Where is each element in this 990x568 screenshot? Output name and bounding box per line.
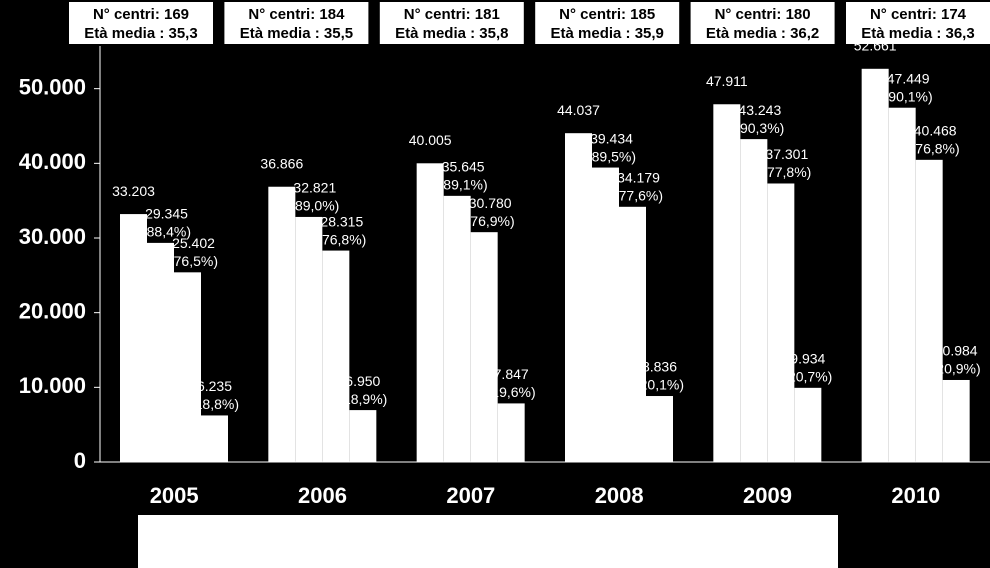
info-text: N° centri: 181 xyxy=(404,6,500,23)
share-label: (77,8%) xyxy=(762,164,811,180)
share-label: (76,8%) xyxy=(317,231,366,247)
data-label: 30.780 xyxy=(469,195,512,211)
bar xyxy=(592,167,619,463)
bar xyxy=(322,250,350,462)
data-label: 25.402 xyxy=(172,235,215,251)
y-tick-label: 10.000 xyxy=(19,373,86,398)
info-text: N° centri: 184 xyxy=(248,6,345,23)
bar xyxy=(565,133,592,462)
info-text: N° centri: 185 xyxy=(559,6,655,23)
data-label: 6.950 xyxy=(345,373,380,389)
info-text: N° centri: 174 xyxy=(870,6,967,23)
share-label: (90,3%) xyxy=(735,120,784,136)
share-label: (88,4%) xyxy=(142,224,191,240)
data-label: 39.434 xyxy=(590,130,633,146)
y-tick-label: 0 xyxy=(74,448,86,473)
info-box xyxy=(844,0,990,46)
info-box xyxy=(377,0,526,46)
bar xyxy=(174,272,201,462)
bar xyxy=(443,195,471,463)
share-label: (89,5%) xyxy=(587,148,636,164)
info-text: Età media : 35,9 xyxy=(551,25,664,42)
data-label: 40.005 xyxy=(409,132,452,148)
x-tick-label: 2006 xyxy=(298,483,347,508)
data-label: 6.235 xyxy=(197,378,232,394)
data-label: 47.449 xyxy=(887,70,930,86)
y-tick-label: 30.000 xyxy=(19,224,86,249)
share-label: (77,6%) xyxy=(614,187,663,203)
x-tick-label: 2005 xyxy=(150,483,199,508)
data-label: 44.037 xyxy=(557,102,600,118)
share-label: (20,1%) xyxy=(635,377,684,393)
bar xyxy=(349,410,377,462)
data-label: 10.984 xyxy=(935,343,978,359)
x-tick-label: 2007 xyxy=(446,483,495,508)
share-label: (20,9%) xyxy=(932,361,981,377)
bar xyxy=(268,186,296,462)
info-text: Età media : 36,3 xyxy=(861,25,974,42)
data-label: 7.847 xyxy=(494,366,529,382)
bar xyxy=(147,242,174,462)
share-label: (19,6%) xyxy=(487,384,536,400)
share-label: (18,9%) xyxy=(338,391,387,407)
bar xyxy=(646,396,673,462)
y-tick-label: 20.000 xyxy=(19,298,86,323)
data-label: 37.301 xyxy=(765,146,808,162)
y-tick-label: 50.000 xyxy=(19,74,86,99)
bar xyxy=(470,232,498,462)
data-label: 52.661 xyxy=(854,38,897,54)
data-label: 35.645 xyxy=(442,159,485,175)
bar xyxy=(888,107,916,462)
share-label: (89,0%) xyxy=(290,198,339,214)
info-text: N° centri: 169 xyxy=(93,6,189,23)
x-tick-label: 2008 xyxy=(595,483,644,508)
bar xyxy=(767,183,795,462)
x-tick-label: 2009 xyxy=(743,483,792,508)
info-text: Età media : 35,5 xyxy=(240,25,353,42)
share-label: (18,8%) xyxy=(190,396,239,412)
data-label: 29.345 xyxy=(145,206,188,222)
info-box xyxy=(67,0,215,46)
share-label: (90,1%) xyxy=(884,88,933,104)
share-label: (76,9%) xyxy=(466,213,515,229)
data-label: 43.243 xyxy=(738,102,781,118)
bar xyxy=(619,206,646,462)
footer-panel xyxy=(138,515,838,568)
info-box xyxy=(688,0,837,46)
bar xyxy=(120,214,147,462)
share-label: (20,7%) xyxy=(783,369,832,385)
bar xyxy=(740,139,768,462)
share-label: (89,1%) xyxy=(439,177,488,193)
bar xyxy=(416,163,444,462)
bar xyxy=(942,379,970,462)
data-label: 47.911 xyxy=(706,73,748,89)
info-text: Età media : 35,3 xyxy=(84,25,197,42)
bar xyxy=(201,415,228,462)
share-label: (76,8%) xyxy=(911,141,960,157)
info-box xyxy=(222,0,371,46)
bar xyxy=(497,403,525,462)
data-label: 8.836 xyxy=(642,359,677,375)
info-text: Età media : 36,2 xyxy=(706,25,819,42)
bar xyxy=(861,68,889,463)
data-label: 32.821 xyxy=(293,180,336,196)
bar xyxy=(915,159,943,462)
data-label: 28.315 xyxy=(320,213,363,229)
bar xyxy=(295,216,323,462)
data-label: 40.468 xyxy=(914,123,957,139)
info-text: N° centri: 180 xyxy=(715,6,811,23)
share-label: (76,5%) xyxy=(169,253,218,269)
y-tick-label: 40.000 xyxy=(19,149,86,174)
info-text: Età media : 35,8 xyxy=(395,25,508,42)
data-label: 36.866 xyxy=(260,155,303,171)
data-label: 9.934 xyxy=(790,351,825,367)
info-box xyxy=(533,0,682,46)
data-label: 34.179 xyxy=(617,169,660,185)
bar xyxy=(713,104,741,463)
bar xyxy=(794,387,822,462)
x-tick-label: 2010 xyxy=(891,483,940,508)
data-label: 33.203 xyxy=(112,183,155,199)
